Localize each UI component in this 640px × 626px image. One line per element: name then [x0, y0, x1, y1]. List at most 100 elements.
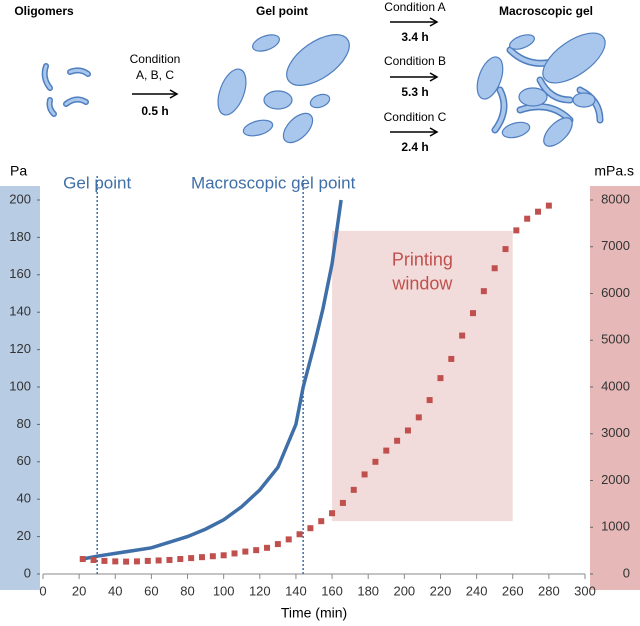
x-tick-label: 280: [538, 583, 560, 598]
marker: [274, 541, 281, 548]
marker: [415, 414, 422, 421]
y-tick-label: 80: [17, 416, 31, 431]
macro-gel: [476, 32, 606, 147]
marker: [437, 375, 444, 382]
label: Condition C: [384, 110, 447, 124]
window-label: Printing: [392, 250, 453, 270]
marker: [144, 557, 151, 564]
y-tick-label: 120: [9, 341, 31, 356]
window-label: window: [391, 274, 453, 294]
marker: [361, 471, 368, 478]
arrows: [390, 17, 439, 137]
x-tick-label: 0: [39, 583, 46, 598]
label: Condition A: [384, 0, 445, 14]
x-tick-label: 160: [321, 583, 343, 598]
x-tick-label: 240: [466, 583, 488, 598]
x-tick-label: 120: [249, 583, 271, 598]
marker: [426, 397, 433, 404]
marker: [469, 310, 476, 317]
marker: [133, 558, 140, 565]
marker: [285, 536, 292, 543]
marker: [545, 202, 552, 209]
label: A, B, C: [136, 68, 174, 82]
y-tick-label: 160: [9, 266, 31, 281]
marker: [535, 208, 542, 215]
label: Oligomers: [14, 4, 74, 18]
y-axis-title: Pa: [10, 163, 27, 179]
x-tick-label: 100: [213, 583, 235, 598]
annotation-label: Macroscopic gel point: [191, 173, 356, 192]
x-tick-label: 200: [393, 583, 415, 598]
label: Macroscopic gel: [499, 4, 593, 18]
plot: Printing window 0 20 40 60 80 100 120 140 160 180 20…: [9, 173, 630, 598]
x-tick-label: 140: [285, 583, 307, 598]
y-tick-label: 20: [17, 528, 31, 543]
y2-tick-label: 7000: [601, 238, 630, 253]
diagram: Oligomers Condition A, B, C 0.5 h Gel po…: [14, 0, 606, 154]
y-tick-label: 180: [9, 229, 31, 244]
x-tick-label: 180: [357, 583, 379, 598]
marker: [220, 552, 227, 559]
x-tick-label: 60: [144, 583, 158, 598]
marker: [79, 556, 86, 563]
label: Condition: [130, 52, 181, 66]
marker: [339, 499, 346, 506]
marker: [101, 557, 108, 564]
y2-tick-label: 5000: [601, 332, 630, 347]
y2-tick-label: 2000: [601, 472, 630, 487]
marker: [90, 556, 97, 563]
marker: [296, 531, 303, 538]
marker: [177, 556, 184, 563]
marker: [209, 553, 216, 560]
marker: [491, 265, 498, 272]
label: Condition B: [384, 54, 446, 68]
left-axis-panel: [0, 186, 40, 590]
label: 2.4 h: [401, 140, 428, 154]
y-tick-label: 40: [17, 491, 31, 506]
marker: [123, 558, 130, 565]
marker: [188, 555, 195, 562]
label: 5.3 h: [401, 85, 428, 99]
marker: [318, 518, 325, 525]
marker: [513, 227, 520, 234]
x-tick-label: 80: [180, 583, 194, 598]
marker: [155, 557, 162, 564]
line: [82, 199, 343, 561]
marker: [524, 215, 531, 222]
marker: [329, 510, 336, 517]
label: 0.5 h: [141, 104, 168, 118]
label: 3.4 h: [401, 30, 428, 44]
annotation-label: Gel point: [63, 173, 131, 192]
y2-tick-label: 8000: [601, 191, 630, 206]
x-tick-label: 300: [574, 583, 596, 598]
marker: [307, 525, 314, 532]
y2-tick-label: 3000: [601, 425, 630, 440]
y-tick-label: 140: [9, 304, 31, 319]
x-tick-label: 40: [108, 583, 122, 598]
marker: [112, 558, 119, 565]
marker: [198, 554, 205, 561]
y-tick-label: 200: [9, 191, 31, 206]
marker: [231, 550, 238, 557]
y-tick-label: 0: [24, 565, 31, 580]
y2-tick-label: 1000: [601, 519, 630, 534]
marker: [383, 447, 390, 454]
oligomer-icons-fill: [43, 64, 90, 116]
marker: [372, 458, 379, 465]
marker: [253, 547, 260, 554]
label: Gel point: [256, 4, 308, 18]
marker: [480, 288, 487, 295]
x-tick-label: 260: [502, 583, 524, 598]
x-axis-title: Time (min): [281, 605, 347, 621]
y2-tick-label: 6000: [601, 285, 630, 300]
marker: [459, 332, 466, 339]
y2-tick-label: 4000: [601, 378, 630, 393]
x-tick-label: 220: [430, 583, 452, 598]
marker: [350, 486, 357, 493]
x-tick-label: 20: [72, 583, 86, 598]
marker: [242, 548, 249, 555]
marker: [448, 355, 455, 362]
y-tick-label: 100: [9, 378, 31, 393]
marker: [502, 246, 509, 253]
